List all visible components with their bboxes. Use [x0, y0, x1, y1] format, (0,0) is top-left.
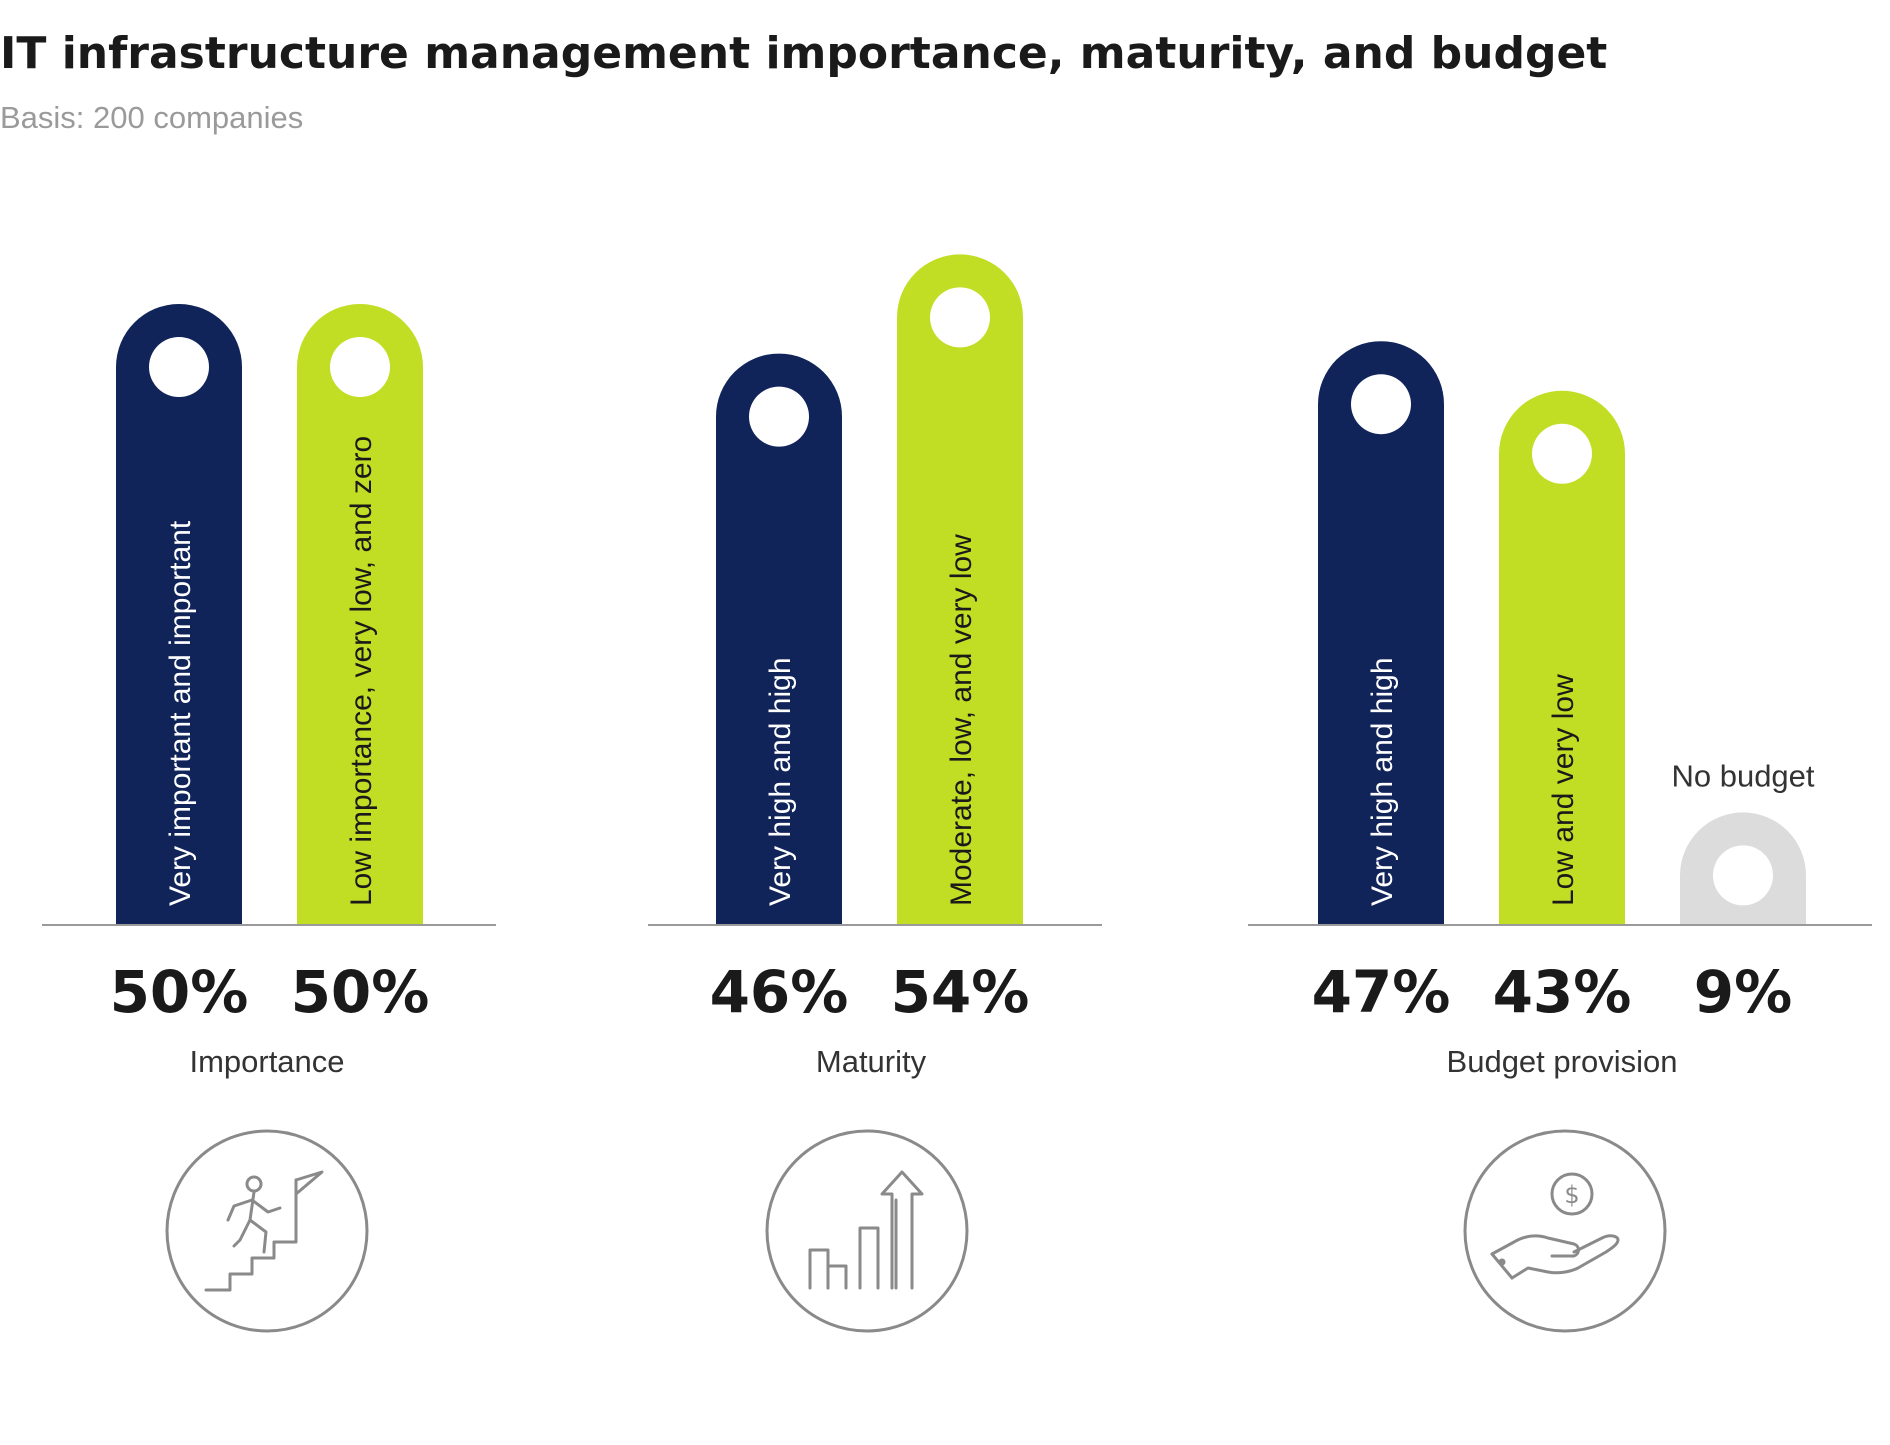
- data-label: 50%: [110, 958, 249, 1026]
- hand-coin-icon: $: [1462, 1128, 1668, 1334]
- category-label: Maturity: [816, 1044, 927, 1079]
- bar-label: Moderate, low, and very low: [945, 534, 978, 906]
- data-label: 43%: [1493, 958, 1632, 1026]
- bar-label: Low importance, very low, and zero: [345, 436, 378, 906]
- data-label: 46%: [710, 958, 849, 1026]
- bar-label: Very important and important: [164, 520, 197, 906]
- bar: [1499, 390, 1625, 924]
- bar-hole: [330, 337, 390, 397]
- bar: [297, 304, 423, 924]
- bar: [897, 254, 1023, 924]
- bar-label: Very high and high: [764, 657, 797, 906]
- bar: [716, 353, 842, 924]
- bar-hole: [749, 386, 809, 447]
- chart-title: IT infrastructure management importance,…: [0, 28, 1608, 79]
- bar-label: No budget: [1671, 758, 1814, 793]
- growth-chart-arrow-icon: [764, 1128, 970, 1334]
- data-label: 50%: [291, 958, 430, 1026]
- bar-hole: [1351, 374, 1411, 435]
- category-label: Budget provision: [1447, 1044, 1678, 1079]
- category-label: Importance: [189, 1044, 344, 1079]
- data-label: 47%: [1312, 958, 1451, 1026]
- svg-text:$: $: [1564, 1181, 1579, 1209]
- bar-label: Low and very low: [1547, 674, 1580, 906]
- chart-subtitle: Basis: 200 companies: [0, 100, 304, 135]
- bar-group: Very high and high 47% Low and very low 43%…: [1248, 341, 1872, 1079]
- bar-label: Very high and high: [1366, 657, 1399, 906]
- bar-hole: [1532, 423, 1592, 484]
- bar-group: Very high and high 46% Moderate, low, and …: [648, 254, 1102, 1079]
- bar: [1318, 341, 1444, 924]
- bar: [116, 304, 242, 924]
- bar-group: Very important and important 50% Low impor…: [42, 304, 496, 1079]
- bar-hole: [1713, 845, 1773, 906]
- data-label: 9%: [1694, 958, 1792, 1026]
- bar-hole: [149, 337, 209, 397]
- bar-hole: [930, 287, 990, 348]
- data-label: 54%: [891, 958, 1030, 1026]
- climbing-stairs-flag-icon: [164, 1128, 370, 1334]
